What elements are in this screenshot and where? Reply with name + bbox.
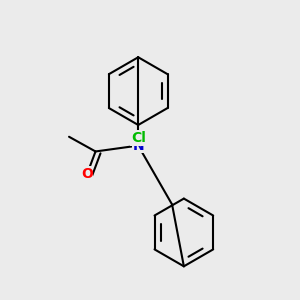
Text: O: O — [81, 167, 93, 181]
Text: Cl: Cl — [131, 131, 146, 145]
Text: N: N — [132, 139, 144, 153]
